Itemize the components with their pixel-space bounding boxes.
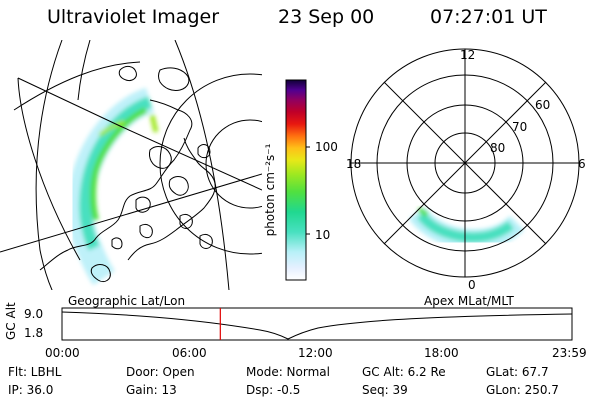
colorbar-tick-10: 10 (315, 228, 331, 242)
orbit-ytick-1-8: 1.8 (24, 326, 44, 340)
orbit-xtick-1200: 12:00 (298, 346, 333, 360)
mlt-label-0: 0 (468, 278, 476, 292)
coastlines (39, 65, 216, 283)
auroral-oval-geo (67, 87, 159, 286)
time-label: 07:27:01 UT (430, 6, 547, 28)
dsp-info: Dsp: -0.5 (246, 383, 301, 397)
colorbar: photon cm⁻²s⁻¹ (263, 79, 310, 281)
mlt-label-12: 12 (460, 48, 476, 62)
geographic-label: Geographic Lat/Lon (68, 294, 186, 308)
colorbar-tick-100: 100 (315, 140, 338, 154)
instrument-title: Ultraviolet Imager (47, 6, 220, 28)
seq-info: Seq: 39 (362, 383, 408, 397)
orbit-altitude-plot (61, 307, 573, 341)
glon-info: GLon: 250.7 (486, 383, 559, 397)
orbit-xtick-0600: 06:00 (172, 346, 207, 360)
mlat-label-80: 80 (490, 141, 506, 155)
orbit-ytick-9: 9.0 (24, 307, 44, 321)
mlt-label-6: 6 (578, 157, 586, 171)
mode-info: Mode: Normal (246, 365, 330, 379)
colorbar-unit-label: photon cm⁻²s⁻¹ (263, 143, 277, 236)
mlt-label-18: 18 (346, 157, 362, 171)
door-info: Door: Open (126, 365, 195, 379)
apex-label: Apex MLat/MLT (424, 294, 514, 308)
orbit-xtick-1800: 18:00 (424, 346, 459, 360)
auroral-oval-polar (408, 206, 525, 250)
mlat-label-60: 60 (535, 98, 551, 112)
date-label: 23 Sep 00 (278, 6, 375, 28)
ip-info: IP: 36.0 (8, 383, 54, 397)
lat-lon-grid (0, 40, 262, 290)
polar-grid (350, 48, 580, 278)
orbit-xtick-2359: 23:59 (552, 346, 587, 360)
gain-info: Gain: 13 (126, 383, 177, 397)
filter-info: Flt: LBHL (8, 365, 62, 379)
gc-alt-info: GC Alt: 6.2 Re (362, 365, 446, 379)
mlat-label-70: 70 (512, 120, 528, 134)
orbit-ylabel: GC Alt (4, 302, 18, 340)
orbit-xtick-0000: 00:00 (45, 346, 80, 360)
altitude-curve (61, 311, 573, 340)
geographic-map (0, 40, 262, 290)
polar-mlt-plot (350, 48, 580, 278)
glat-info: GLat: 67.7 (486, 365, 549, 379)
